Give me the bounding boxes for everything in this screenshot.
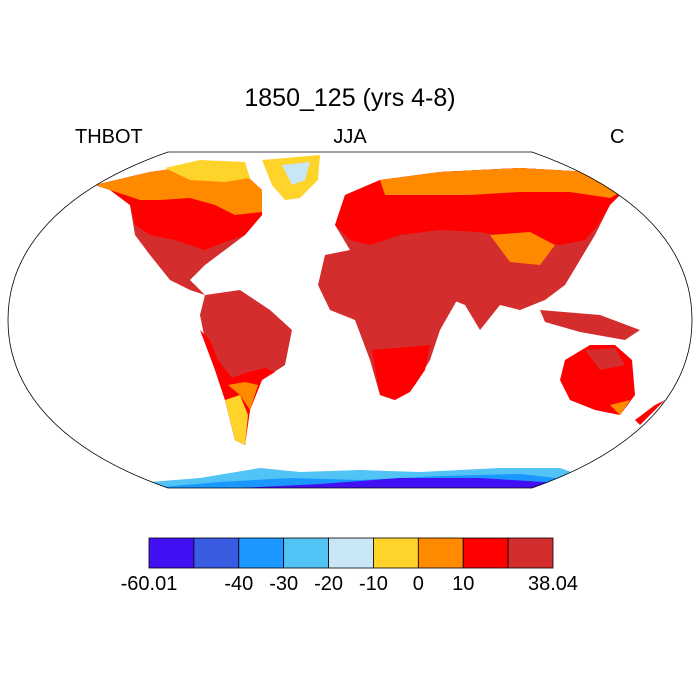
colorbar-label: 10 [452,573,475,595]
plot-title: 1850_125 (yrs 4-8) [244,84,456,112]
colorbar-label: -40 [224,573,254,595]
colorbar-box [328,537,374,569]
colorbar-label: -60.01 [120,573,178,595]
colorbar-label: -30 [269,573,299,595]
variable-label: THBOT [75,126,143,148]
colorbar-box [148,537,195,569]
colorbar-box [373,537,419,569]
colorbar-box [417,537,464,569]
colorbar-box [238,537,285,569]
colorbar-box [193,537,240,569]
units-label: C [610,126,625,148]
colorbar-label: 0 [412,573,424,595]
colorbar-label: 38.04 [527,573,579,595]
south-america [200,290,292,445]
colorbar-box [283,537,329,569]
season-label: JJA [333,126,367,148]
colorbar-label: -10 [358,573,388,595]
colorbar-label: -20 [314,573,343,595]
colorbar [148,537,554,569]
colorbar-box [507,537,554,569]
map-border [7,151,693,489]
colorbar-box [462,537,509,569]
